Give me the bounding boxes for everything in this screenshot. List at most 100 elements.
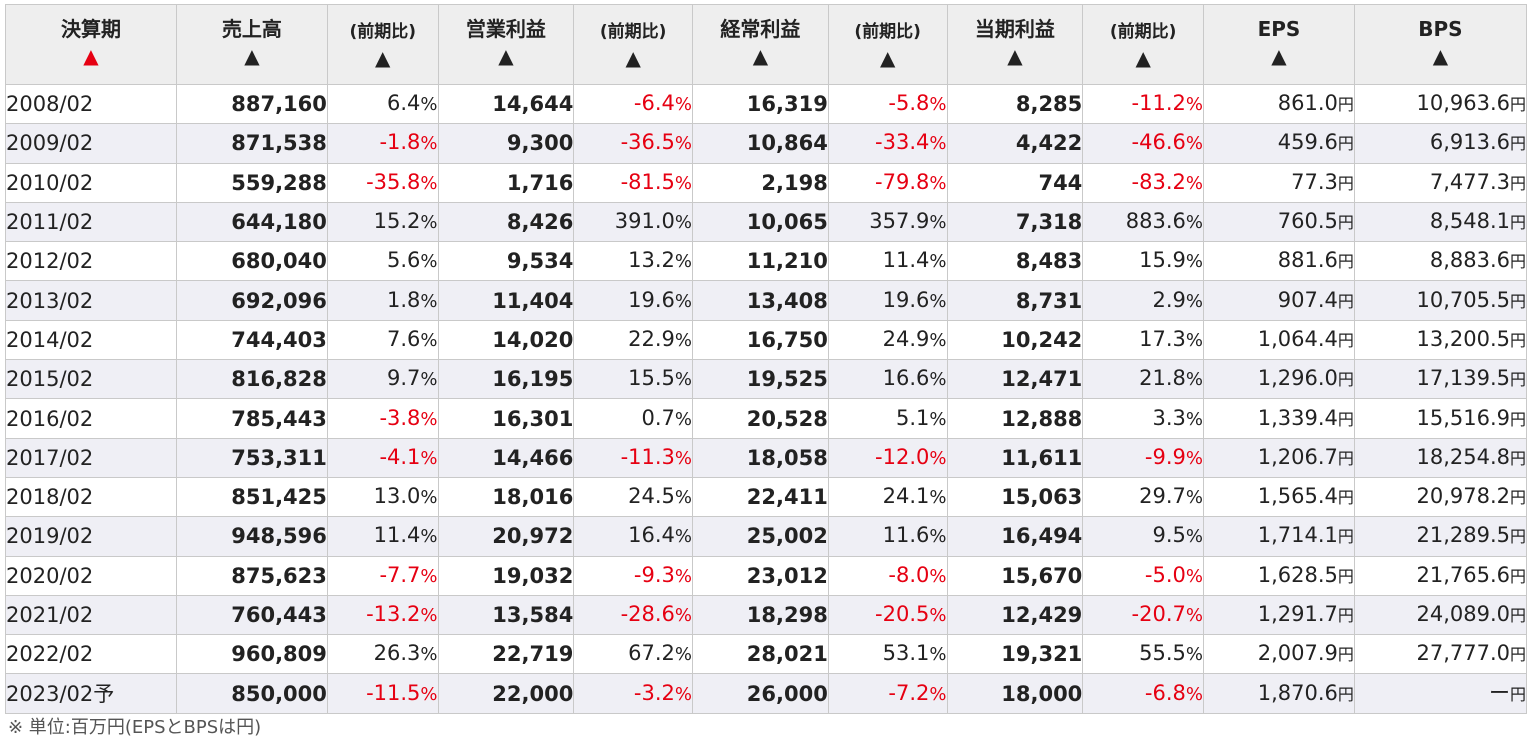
ordinary-change-cell-value: 19.6 xyxy=(882,287,930,312)
net-change-cell: -6.8% xyxy=(1082,673,1204,714)
operating-profit-cell-value: 19,032 xyxy=(492,563,574,588)
sort-arrow-icon[interactable]: ▲ xyxy=(625,46,641,70)
ordinary-change-cell-value: -8.0 xyxy=(888,562,930,587)
ordinary-profit-cell: 26,000 xyxy=(692,673,829,714)
sales-cell: 559,288 xyxy=(176,162,328,203)
sort-arrow-icon[interactable]: ▲ xyxy=(83,44,99,68)
eps-cell-unit: 円 xyxy=(1337,566,1354,586)
net-change-header: (前期比) ▲ xyxy=(1082,4,1204,85)
bps-cell: 8,883.6円 xyxy=(1353,241,1528,282)
net-profit-cell-value: 8,285 xyxy=(1015,92,1083,117)
eps-cell-unit: 円 xyxy=(1337,252,1354,272)
net-change-cell-value: 883.6 xyxy=(1125,209,1186,234)
sales-change-cell-unit: % xyxy=(420,94,438,116)
sales-cell-value: 692,096 xyxy=(231,288,327,313)
sales-change-cell-unit: % xyxy=(420,526,438,548)
ordinary-profit-cell-value: 16,750 xyxy=(746,327,828,352)
net-change-cell: 9.5% xyxy=(1082,516,1204,557)
sales-cell-value: 871,538 xyxy=(231,131,327,156)
ordinary-change-cell: -20.5% xyxy=(827,594,948,636)
ordinary-profit-cell: 22,411 xyxy=(692,476,829,518)
net-profit-cell-value: 16,494 xyxy=(1001,524,1083,549)
ordinary-profit-cell: 13,408 xyxy=(692,280,829,321)
operating-profit-cell: 1,716 xyxy=(437,162,575,203)
sort-arrow-icon[interactable]: ▲ xyxy=(1135,46,1151,70)
net-change-cell-unit: % xyxy=(1185,172,1203,194)
operating-change-cell: -81.5% xyxy=(573,162,694,203)
sort-arrow-icon[interactable]: ▲ xyxy=(879,46,896,70)
ordinary-profit-cell: 19,525 xyxy=(692,359,829,400)
period-cell: 2018/02 xyxy=(5,476,177,518)
operating-profit-cell: 18,016 xyxy=(437,476,575,518)
eps-cell-value: 1,296.0 xyxy=(1257,366,1338,391)
net-profit-header: 当期利益 ▲ xyxy=(946,4,1084,85)
operating-profit-cell: 19,032 xyxy=(437,555,575,596)
operating-change-cell: 0.7% xyxy=(573,398,694,439)
eps-cell-unit: 円 xyxy=(1337,527,1354,547)
eps-cell: 1,206.7円 xyxy=(1203,437,1355,478)
ordinary-profit-header: 経常利益 ▲ xyxy=(692,4,829,85)
net-profit-cell-value: 15,670 xyxy=(1001,563,1083,588)
net-change-cell: 15.9% xyxy=(1082,241,1204,282)
operating-profit-cell: 8,426 xyxy=(437,201,575,243)
sales-cell: 948,596 xyxy=(176,516,328,557)
sort-arrow-icon[interactable]: ▲ xyxy=(375,46,391,70)
net-profit-cell: 8,483 xyxy=(946,241,1084,282)
operating-change-cell: -28.6% xyxy=(573,594,694,636)
sales-change-cell-value: 13.0 xyxy=(373,484,421,509)
ordinary-profit-cell-value: 10,065 xyxy=(746,210,828,235)
net-change-cell-value: -20.7 xyxy=(1131,602,1186,626)
operating-change-cell-value: 13.2 xyxy=(628,248,675,273)
sales-cell-value: 960,809 xyxy=(231,642,327,667)
operating-change-cell: 22.9% xyxy=(573,319,694,361)
operating-profit-cell: 14,644 xyxy=(437,83,575,125)
sales-cell-value: 948,596 xyxy=(231,524,327,549)
ordinary-change-cell: -79.8% xyxy=(827,162,948,203)
bps-cell-value: 7,477.3 xyxy=(1429,169,1510,194)
period-cell-value: 2021/02 xyxy=(6,603,94,627)
ordinary-change-cell: -8.0% xyxy=(827,555,948,596)
net-change-cell: 21.8% xyxy=(1082,359,1204,400)
operating-change-cell-unit: % xyxy=(674,172,693,194)
sort-arrow-icon[interactable]: ▲ xyxy=(244,44,260,68)
ordinary-profit-cell-value: 23,012 xyxy=(746,563,828,588)
sort-arrow-icon[interactable]: ▲ xyxy=(1271,44,1287,68)
net-profit-cell-value: 19,321 xyxy=(1001,642,1083,667)
net-profit-cell-value: 8,731 xyxy=(1015,288,1083,313)
operating-change-cell-unit: % xyxy=(674,447,693,469)
sales-change-cell-unit: % xyxy=(420,644,438,666)
table-row: 2008/02 887,160 6.4% 14,644 -6.4% 16,319 -5.8%… xyxy=(5,83,1528,125)
sales-change-cell: -35.8% xyxy=(326,162,439,203)
table-row: 2010/02 559,288 -35.8% 1,716 -81.5% 2,198 -79.… xyxy=(5,162,1528,203)
sort-arrow-icon[interactable]: ▲ xyxy=(1432,44,1449,68)
sales-change-cell-unit: % xyxy=(420,487,438,509)
sort-arrow-icon[interactable]: ▲ xyxy=(498,44,514,68)
period-cell-value: 2015/02 xyxy=(6,367,94,392)
sales-change-cell-unit: % xyxy=(420,251,438,273)
sort-arrow-icon[interactable]: ▲ xyxy=(752,44,769,68)
sales-change-cell: 9.7% xyxy=(326,359,439,400)
operating-profit-cell: 22,719 xyxy=(437,634,575,675)
eps-cell-value: 1,870.6 xyxy=(1257,680,1338,705)
sales-change-cell-unit: % xyxy=(420,329,438,351)
operating-change-cell-value: -28.6 xyxy=(620,602,675,626)
operating-change-cell-unit: % xyxy=(674,408,693,430)
sales-cell-value: 753,311 xyxy=(231,445,327,470)
net-change-cell-unit: % xyxy=(1185,605,1203,626)
table-row: 2009/02 871,538 -1.8% 9,300 -36.5% 10,864 -33.… xyxy=(5,123,1528,164)
net-change-cell-value: -11.2 xyxy=(1131,91,1186,116)
sales-change-cell-unit: % xyxy=(420,565,438,587)
bps-cell-value: 21,289.5 xyxy=(1416,523,1510,548)
ordinary-profit-cell: 20,528 xyxy=(692,398,829,439)
period-cell-value: 2022/02 xyxy=(6,642,94,667)
eps-cell: 861.0円 xyxy=(1203,83,1355,125)
operating-change-cell-unit: % xyxy=(674,644,693,666)
sort-arrow-icon[interactable]: ▲ xyxy=(1007,44,1023,68)
ordinary-profit-cell-value: 26,000 xyxy=(746,681,828,706)
eps-cell-value: 861.0 xyxy=(1277,91,1338,116)
bps-cell: ー円 xyxy=(1353,673,1528,714)
operating-change-cell: 391.0% xyxy=(573,201,694,243)
net-change-cell-unit: % xyxy=(1185,487,1203,509)
eps-cell-value: 1,339.4 xyxy=(1257,405,1338,430)
bps-cell-unit: 円 xyxy=(1509,645,1526,665)
